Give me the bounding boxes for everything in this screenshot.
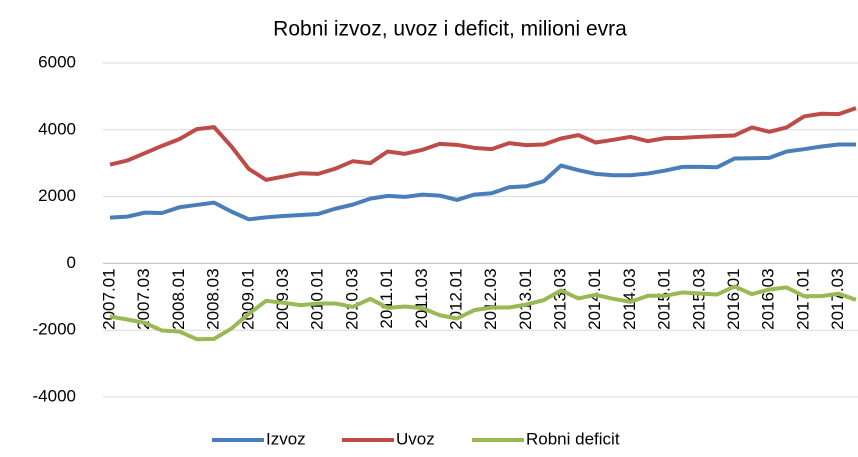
y-tick-label: 4000 [38, 119, 76, 138]
x-tick-label: 2008.03 [204, 268, 223, 329]
x-tick-label: 2009.01 [238, 268, 257, 329]
series-line [109, 142, 856, 222]
x-tick-label: 2007.03 [134, 268, 153, 329]
x-tick-label: 2012.03 [481, 268, 500, 329]
legend-label: Robni deficit [526, 429, 620, 448]
x-tick-label: 2016.03 [759, 268, 778, 329]
x-tick-label: 2012.01 [446, 268, 465, 329]
y-tick-label: 2000 [38, 186, 76, 205]
x-tick-label: 2014.03 [620, 268, 639, 329]
legend-label: Izvoz [266, 429, 306, 448]
x-tick-label: 2017.01 [793, 268, 812, 329]
x-tick-label: 2008.01 [169, 268, 188, 329]
x-tick-label: 2007.01 [99, 268, 118, 329]
x-tick-label: 2014.01 [585, 268, 604, 329]
x-tick-label: 2011.03 [412, 268, 431, 328]
chart-title: Robni izvoz, uvoz i deficit, milioni evr… [273, 18, 627, 41]
y-tick-label: 6000 [38, 52, 76, 71]
legend-label: Uvoz [396, 429, 435, 448]
x-tick-label: 2011.01 [377, 268, 396, 328]
x-tick-label: 2013.03 [551, 268, 570, 329]
y-tick-label: -2000 [33, 320, 76, 339]
x-tick-label: 2013.01 [516, 268, 535, 329]
x-tick-label: 2015.01 [655, 268, 674, 329]
x-tick-label: 2010.01 [308, 268, 327, 329]
x-tick-label: 2017.03 [828, 268, 847, 329]
x-tick-label: 2015.03 [689, 268, 708, 329]
y-tick-label: 0 [67, 253, 76, 272]
series-line [109, 284, 857, 342]
x-tick-label: 2010.03 [342, 268, 361, 329]
series-line [109, 106, 857, 182]
x-tick-label: 2016.01 [724, 268, 743, 329]
y-tick-label: -4000 [33, 386, 76, 405]
x-tick-label: 2009.03 [273, 268, 292, 329]
